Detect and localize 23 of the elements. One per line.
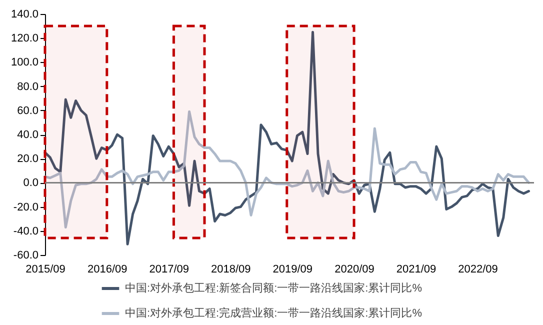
y-tick-label: 80.0 xyxy=(17,80,38,93)
x-tick-label: 2015/09 xyxy=(26,264,66,276)
y-tick-label: 20.0 xyxy=(17,153,38,166)
legend-label: 中国:对外承包工程:完成营业额:一带一路沿线国家:累计同比% xyxy=(125,306,422,320)
x-tick-label: 2019/09 xyxy=(272,264,313,276)
x-tick-label: 2020/09 xyxy=(334,264,374,276)
x-tick-label: 2022/09 xyxy=(458,264,498,276)
y-tick-label: 40.0 xyxy=(17,129,38,141)
line-series xyxy=(44,110,530,229)
x-tick-label: 2018/09 xyxy=(211,264,251,276)
x-tick-label: 2021/09 xyxy=(396,264,436,276)
y-tick-label: 120.0 xyxy=(10,32,38,45)
x-tick-label: 2017/09 xyxy=(149,264,190,276)
y-tick-label: 100.0 xyxy=(10,56,38,69)
legend-label: 中国:对外承包工程:新签合同额:一带一路沿线国家:累计同比% xyxy=(125,282,422,294)
y-tick-label: 0.0 xyxy=(23,177,38,190)
line-series xyxy=(44,30,530,246)
y-tick-label: -60.0 xyxy=(13,250,38,262)
y-tick-label: 60.0 xyxy=(17,104,38,117)
y-tick-label: -40.0 xyxy=(13,225,38,238)
y-tick-label: 140.0 xyxy=(10,8,38,20)
x-tick-label: 2016/09 xyxy=(88,264,128,276)
y-tick-label: -20.0 xyxy=(13,201,38,214)
